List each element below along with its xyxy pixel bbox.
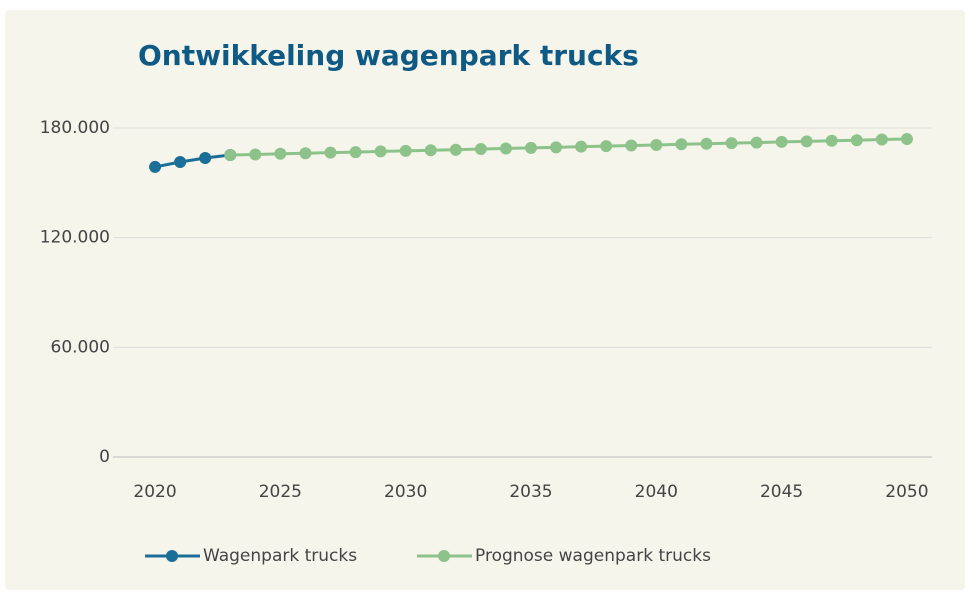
- data-point: [224, 149, 237, 162]
- legend-marker: [438, 550, 450, 562]
- data-point: [424, 144, 437, 157]
- y-tick-label: 120.000: [40, 228, 110, 248]
- panel: [5, 10, 965, 590]
- data-point: [650, 138, 663, 151]
- data-point: [675, 138, 688, 151]
- data-point: [700, 137, 713, 150]
- data-point: [249, 148, 262, 161]
- x-tick-label: 2035: [509, 482, 552, 502]
- chart-title: Ontwikkeling wagenpark trucks: [138, 39, 639, 72]
- data-point: [374, 145, 387, 158]
- legend-label: Wagenpark trucks: [203, 546, 357, 566]
- data-point: [274, 147, 287, 160]
- data-point: [449, 143, 462, 156]
- x-tick-label: 2020: [133, 482, 176, 502]
- x-tick-label: 2040: [635, 482, 678, 502]
- series-line: [154, 153, 231, 169]
- data-point: [725, 137, 738, 150]
- x-tick-label: 2025: [259, 482, 302, 502]
- data-point: [299, 147, 312, 160]
- data-point: [149, 160, 162, 173]
- data-point: [575, 140, 588, 153]
- series-line: [230, 137, 907, 157]
- legend-marker: [166, 550, 178, 562]
- x-tick-label: 2050: [885, 482, 928, 502]
- data-point: [775, 135, 788, 148]
- data-point: [474, 143, 487, 156]
- data-point: [600, 140, 613, 153]
- x-tick-label: 2045: [760, 482, 803, 502]
- data-point: [550, 141, 563, 154]
- data-point: [324, 146, 337, 159]
- data-point: [900, 132, 913, 145]
- data-point: [199, 151, 212, 164]
- x-tick-label: 2030: [384, 482, 427, 502]
- y-tick-label: 0: [99, 447, 110, 467]
- data-point: [525, 141, 537, 154]
- data-point: [875, 133, 888, 146]
- data-point: [174, 155, 187, 168]
- legend-label: Prognose wagenpark trucks: [475, 546, 711, 566]
- data-point: [349, 146, 362, 159]
- data-point: [625, 139, 638, 152]
- y-tick-label: 60.000: [51, 337, 110, 357]
- data-point: [850, 134, 863, 147]
- data-point: [750, 136, 763, 149]
- data-point: [800, 135, 813, 148]
- data-point: [825, 134, 838, 147]
- data-point: [399, 144, 412, 157]
- y-tick-label: 180.000: [40, 118, 110, 138]
- data-point: [499, 142, 512, 155]
